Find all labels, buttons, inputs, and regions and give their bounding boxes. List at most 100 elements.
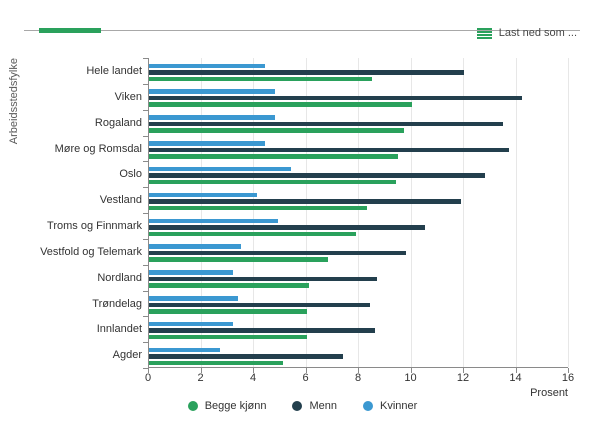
bar-begge-kjonn[interactable] <box>149 102 412 107</box>
bar-menn[interactable] <box>149 147 509 152</box>
category-label: Agder <box>112 349 142 362</box>
gridline <box>358 58 359 367</box>
x-axis-title: Prosent <box>530 387 568 399</box>
legend-label: Menn <box>309 400 337 412</box>
gridline <box>305 58 307 367</box>
gridline <box>568 58 569 367</box>
download-menu-button[interactable]: Last ned som ... <box>475 25 579 41</box>
bar-kvinner[interactable] <box>149 347 220 353</box>
bar-kvinner[interactable] <box>149 321 233 327</box>
category-label: Vestfold og Telemark <box>40 245 142 258</box>
gridline <box>253 58 254 367</box>
x-axis-tick <box>358 368 359 373</box>
legend-item-kvinner[interactable]: Kvinner <box>363 400 417 412</box>
x-tick-label: 16 <box>561 372 575 384</box>
y-axis-tick <box>143 316 148 318</box>
bar-menn[interactable] <box>149 173 485 178</box>
gridline <box>515 58 517 367</box>
x-tick-label: 6 <box>302 372 309 384</box>
x-axis-tick <box>253 368 254 373</box>
bar-begge-kjonn[interactable] <box>149 231 357 236</box>
x-tick-label: 4 <box>249 372 257 384</box>
bar-begge-kjonn[interactable] <box>149 257 328 262</box>
category-label: Nordland <box>97 271 142 284</box>
bar-kvinner[interactable] <box>149 270 233 275</box>
x-tick-label: 8 <box>354 372 362 384</box>
y-axis-tick <box>143 135 148 137</box>
y-axis-tick <box>143 290 148 292</box>
bar-menn[interactable] <box>149 250 407 256</box>
bar-begge-kjonn[interactable] <box>149 205 367 211</box>
x-axis-tick <box>463 368 464 373</box>
gridline <box>200 58 202 367</box>
top-divider <box>24 30 580 31</box>
category-label: Trøndelag <box>92 297 142 310</box>
bar-kvinner[interactable] <box>149 296 239 301</box>
category-label: Vestland <box>99 194 142 207</box>
bar-begge-kjonn[interactable] <box>149 334 307 340</box>
y-axis-tick <box>143 342 148 344</box>
bar-menn[interactable] <box>149 276 378 282</box>
category-label: Innlandet <box>96 323 142 336</box>
x-axis-tick <box>200 368 202 373</box>
bar-kvinner[interactable] <box>149 244 241 249</box>
hamburger-menu-icon <box>476 27 492 39</box>
x-tick-label: 10 <box>404 372 417 384</box>
bar-kvinner[interactable] <box>149 192 257 198</box>
active-tab-indicator <box>39 28 101 33</box>
y-axis-tick <box>143 187 148 189</box>
bar-begge-kjonn[interactable] <box>149 179 396 185</box>
y-axis-tick <box>143 368 148 369</box>
x-axis-tick <box>305 368 307 373</box>
legend-marker-icon <box>363 401 373 411</box>
x-tick-label: 14 <box>509 372 522 384</box>
bar-begge-kjonn[interactable] <box>149 283 310 288</box>
category-label: Oslo <box>119 168 142 181</box>
bar-menn[interactable] <box>149 354 344 359</box>
x-axis-tick <box>410 368 412 373</box>
bar-menn[interactable] <box>149 302 370 307</box>
legend-marker-icon <box>187 401 198 411</box>
y-axis-tick <box>143 109 148 111</box>
legend-marker-icon <box>292 401 303 411</box>
x-axis-tick <box>515 368 517 373</box>
bar-kvinner[interactable] <box>149 141 265 146</box>
gridline <box>463 58 464 367</box>
bar-menn[interactable] <box>149 95 522 101</box>
bar-begge-kjonn[interactable] <box>149 309 307 314</box>
bar-begge-kjonn[interactable] <box>149 128 404 133</box>
bar-menn[interactable] <box>149 225 425 230</box>
category-label: Viken <box>114 90 142 103</box>
y-axis-tick <box>143 213 148 214</box>
bar-begge-kjonn[interactable] <box>149 360 283 366</box>
bar-kvinner[interactable] <box>149 89 275 94</box>
x-tick-label: 12 <box>456 372 470 384</box>
plot-area <box>148 58 569 368</box>
x-axis-tick <box>568 368 569 373</box>
bar-menn[interactable] <box>149 121 504 127</box>
bar-menn[interactable] <box>149 328 375 333</box>
x-axis-tick <box>148 368 149 373</box>
y-axis-tick <box>143 161 148 163</box>
legend-label: Begge kjønn <box>204 400 267 412</box>
download-menu-label: Last ned som ... <box>498 27 577 39</box>
y-axis-tick <box>143 58 148 59</box>
y-axis-tick <box>143 238 148 240</box>
category-label: Møre og Romsdal <box>54 142 142 155</box>
x-tick-label: 0 <box>144 372 152 384</box>
legend-item-begge-kjonn[interactable]: Begge kjønn <box>187 400 267 412</box>
bar-menn[interactable] <box>149 70 464 75</box>
bar-kvinner[interactable] <box>149 115 275 120</box>
bar-begge-kjonn[interactable] <box>149 154 399 159</box>
category-label: Hele landet <box>86 65 142 77</box>
bar-kvinner[interactable] <box>149 166 291 172</box>
bar-kvinner[interactable] <box>149 63 265 68</box>
category-label: Rogaland <box>94 116 142 129</box>
legend: Begge kjønn Menn Kvinner <box>0 400 605 412</box>
bar-kvinner[interactable] <box>149 218 278 223</box>
y-axis-tick <box>143 264 148 266</box>
bar-begge-kjonn[interactable] <box>149 76 373 81</box>
legend-item-menn[interactable]: Menn <box>292 400 337 412</box>
bar-menn[interactable] <box>149 199 462 204</box>
